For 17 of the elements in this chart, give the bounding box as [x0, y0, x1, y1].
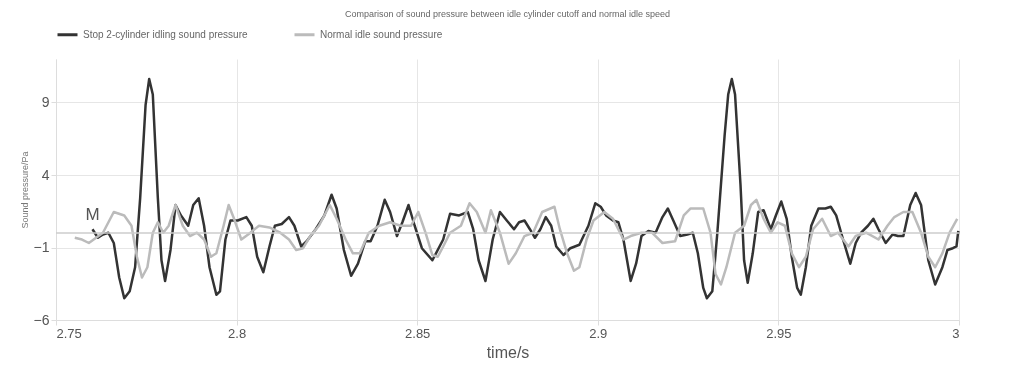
y-tick-label: 9	[41, 94, 50, 110]
y-tick-label: −6	[33, 311, 50, 328]
legend-label: Stop 2-cylinder idling sound pressure	[83, 28, 248, 40]
x-tick-label: 2.8	[228, 325, 247, 341]
x-tick-label: 2.9	[589, 325, 608, 341]
x-tick-label: 2.95	[766, 325, 792, 341]
y-tick-label: 4	[41, 166, 50, 183]
x-axis-title: time/s	[486, 343, 530, 361]
chart-title: Comparison of sound pressure between idle cylinder cutoff and normal idle speed	[344, 9, 671, 19]
y-tick-label: −1	[33, 239, 50, 255]
legend-label: Normal idle sound pressure	[320, 28, 443, 40]
x-tick-label: 3	[952, 325, 960, 341]
line-series	[73, 198, 959, 286]
y-axis-title: Sound pressure/Pa	[19, 151, 30, 229]
x-tick-label: 2.75	[56, 325, 82, 341]
x-tick-label: 2.85	[405, 325, 431, 341]
annotation: M	[85, 205, 100, 225]
